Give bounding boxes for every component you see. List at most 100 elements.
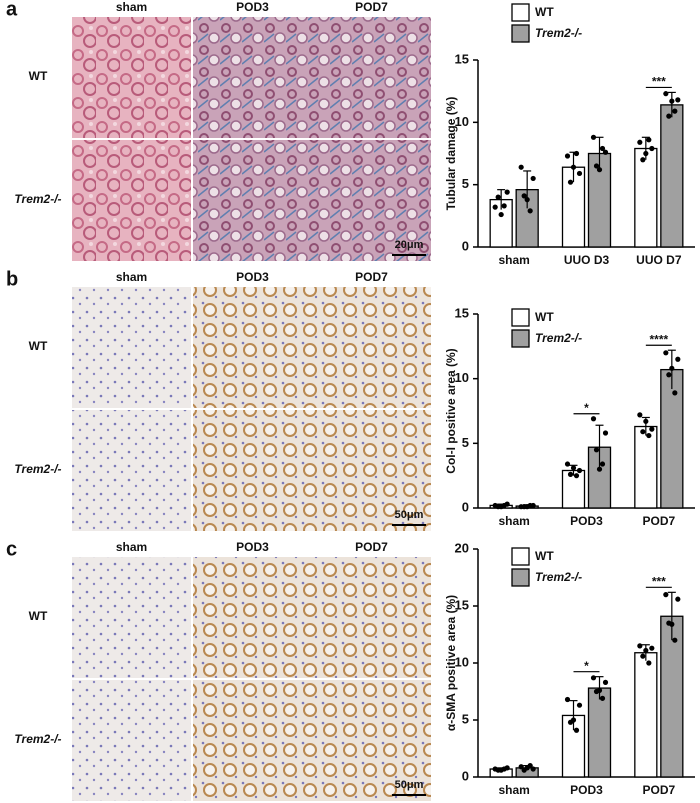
x-tick-label: POD3 <box>570 783 603 797</box>
data-point <box>675 356 681 362</box>
data-point <box>646 660 652 666</box>
data-point <box>576 467 583 474</box>
data-point <box>649 145 655 152</box>
row-label: WT <box>29 609 48 623</box>
data-point <box>602 679 609 685</box>
data-point <box>576 702 583 708</box>
data-point <box>599 695 606 701</box>
column-header: sham <box>116 540 147 554</box>
bar <box>561 469 586 509</box>
data-point <box>564 461 571 467</box>
y-tick-label: 5 <box>462 176 469 191</box>
scale-bar-label: 50μm <box>395 779 424 791</box>
y-tick-label: 0 <box>462 768 469 783</box>
data-point <box>646 137 652 143</box>
histology-image <box>193 680 312 801</box>
data-point <box>669 98 675 104</box>
data-point <box>599 145 606 152</box>
y-tick-label: 10 <box>455 370 469 385</box>
significance-label: * <box>584 401 589 415</box>
data-point <box>530 766 536 772</box>
data-point <box>573 150 580 157</box>
legend-label: Trem2-/- <box>535 570 582 584</box>
data-point <box>518 764 524 770</box>
data-point <box>501 203 507 209</box>
data-point <box>498 504 504 510</box>
histology-image <box>193 287 312 408</box>
histology-image <box>312 287 431 408</box>
data-point <box>663 350 669 356</box>
x-tick-label: POD7 <box>642 514 675 528</box>
data-point <box>675 596 681 602</box>
y-axis-label: Col-I positive area (%) <box>444 348 458 473</box>
data-point <box>637 412 643 418</box>
panel-letter: a <box>6 0 18 20</box>
data-point <box>666 372 672 378</box>
histology-image <box>312 17 431 138</box>
data-point <box>573 473 580 479</box>
x-tick-label: POD3 <box>570 514 603 528</box>
histology-image <box>312 557 431 678</box>
column-header: POD7 <box>355 270 388 284</box>
panel-letter: c <box>6 538 17 560</box>
data-point <box>593 163 600 169</box>
y-tick-label: 0 <box>462 499 469 514</box>
data-point <box>637 139 643 145</box>
legend-swatch <box>511 329 530 348</box>
data-point <box>637 643 643 649</box>
data-point <box>663 592 669 598</box>
row-label: WT <box>29 339 48 353</box>
data-point <box>663 91 669 97</box>
data-point <box>602 430 609 436</box>
bar <box>587 687 612 778</box>
data-point <box>524 765 530 771</box>
column-header: POD7 <box>355 0 388 14</box>
data-point <box>530 175 536 182</box>
column-header: sham <box>116 270 147 284</box>
bar <box>660 104 684 248</box>
legend-swatch <box>511 24 530 43</box>
data-point <box>590 416 597 422</box>
x-tick-label: sham <box>498 783 529 797</box>
y-tick-label: 15 <box>455 51 469 66</box>
data-point <box>672 390 678 396</box>
data-point <box>567 471 574 477</box>
significance-label: *** <box>652 75 666 89</box>
bar <box>634 652 658 778</box>
data-point <box>524 197 530 203</box>
data-point <box>492 204 498 210</box>
data-point <box>666 113 672 119</box>
data-point <box>672 637 678 643</box>
data-point <box>669 621 675 627</box>
scale-bar-label: 50μm <box>395 509 424 521</box>
data-point <box>498 211 504 218</box>
legend-swatch <box>511 547 530 566</box>
column-header: POD3 <box>236 270 269 284</box>
y-tick-label: 0 <box>462 238 469 253</box>
histology-image <box>312 140 431 261</box>
significance-label: **** <box>649 332 668 346</box>
histology-image <box>72 557 191 678</box>
data-point <box>675 97 681 103</box>
histology-image <box>193 17 312 138</box>
data-point <box>640 157 646 163</box>
legend-swatch <box>511 568 530 587</box>
data-point <box>570 164 577 170</box>
histology-image <box>72 287 191 408</box>
row-label: Trem2-/- <box>14 192 61 206</box>
x-tick-label: UUO D3 <box>564 253 610 267</box>
data-point <box>649 645 655 651</box>
data-point <box>518 164 524 170</box>
column-header: POD3 <box>236 540 269 554</box>
data-point <box>570 717 577 723</box>
data-point <box>576 170 583 177</box>
data-point <box>646 432 652 439</box>
histology-image <box>312 680 431 801</box>
data-point <box>567 179 574 185</box>
legend-swatch <box>511 3 530 22</box>
column-header: sham <box>116 0 147 14</box>
data-point <box>564 153 571 159</box>
scale-bar-label: 20μm <box>395 239 424 251</box>
x-tick-label: UUO D7 <box>636 253 682 267</box>
